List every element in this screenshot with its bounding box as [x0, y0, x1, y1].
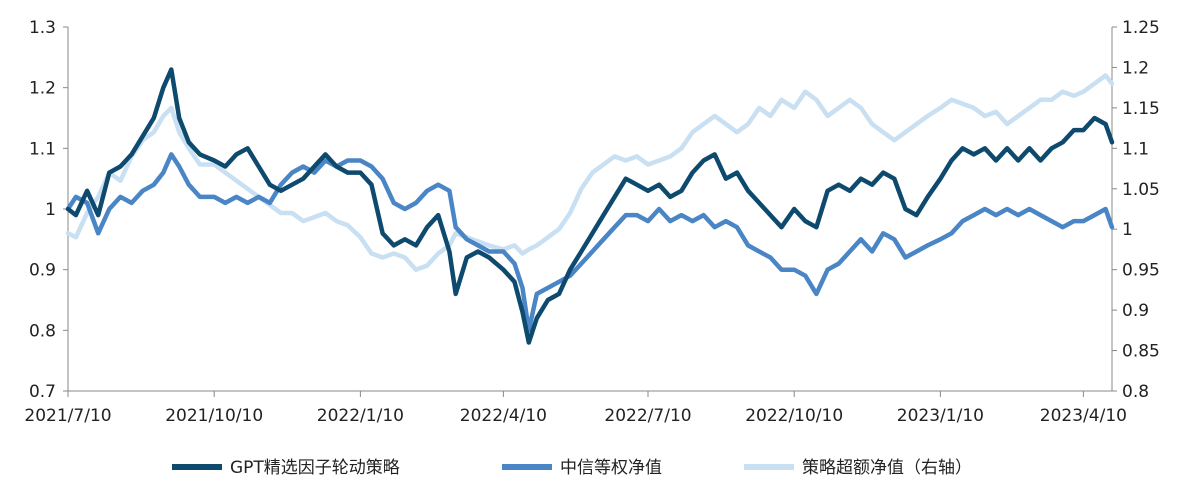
right-y-tick-label: 1.05 [1122, 180, 1160, 200]
series-line-3 [65, 73, 1115, 272]
x-tick-label: 2023/1/10 [897, 406, 984, 426]
right-y-tick-label: 1 [1122, 220, 1133, 240]
left-y-tick-label: 0.8 [29, 321, 56, 341]
x-tick-label: 2021/7/10 [24, 406, 111, 426]
right-y-tick-label: 0.8 [1122, 382, 1149, 402]
left-y-tick-label: 1.2 [29, 79, 56, 99]
x-tick-label: 2022/1/10 [317, 406, 404, 426]
legend-label-2: 中信等权净值 [560, 458, 662, 478]
right-y-tick-label: 1.25 [1122, 18, 1160, 38]
x-tick-label: 2021/10/10 [165, 406, 263, 426]
left-y-tick-label: 1 [45, 200, 56, 220]
left-y-tick-label: 0.7 [29, 382, 56, 402]
right-y-tick-label: 1.2 [1122, 58, 1149, 78]
series-line-1 [65, 67, 1115, 345]
axes: 0.7 0.8 0.9 1 1.1 1.2 1.3 0.8 0.85 0.9 0.95 1 1.05 1.… [24, 18, 1159, 426]
right-y-tick-label: 1.1 [1122, 139, 1149, 159]
series-layer [65, 67, 1115, 345]
right-y-tick-label: 0.85 [1122, 342, 1160, 362]
right-y-tick-label: 1.15 [1122, 99, 1160, 119]
series-line-2 [65, 152, 1115, 333]
right-y-tick-label: 0.9 [1122, 301, 1149, 321]
left-y-tick-label: 0.9 [29, 261, 56, 281]
legend-label-1: GPT精选因子轮动策略 [230, 458, 400, 478]
legend-label-3: 策略超额净值（右轴） [802, 458, 972, 478]
x-tick-label: 2022/10/10 [745, 406, 843, 426]
left-y-tick-label: 1.3 [29, 18, 56, 38]
x-tick-label: 2022/4/10 [460, 406, 547, 426]
left-y-tick-label: 1.1 [29, 139, 56, 159]
x-tick-label: 2022/7/10 [604, 406, 691, 426]
right-y-tick-label: 0.95 [1122, 261, 1160, 281]
legend: GPT精选因子轮动策略 中信等权净值 策略超额净值（右轴） [172, 458, 972, 478]
x-tick-label: 2023/4/10 [1040, 406, 1127, 426]
